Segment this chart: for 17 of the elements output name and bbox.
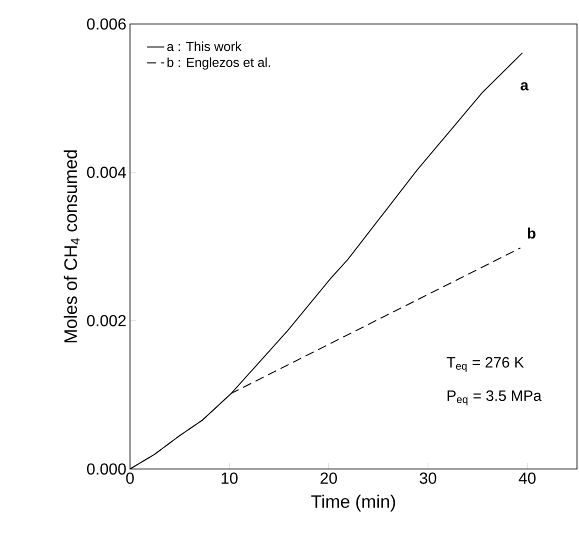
y-tick-label: 0.002: [87, 314, 126, 326]
y-tick-label: 0.000: [87, 463, 126, 475]
x-tick-label: 40: [518, 472, 536, 484]
legend-label: a : This work: [167, 42, 242, 52]
annotation: b: [528, 228, 536, 239]
annotation: a: [520, 82, 529, 90]
legend-label: b : Englezos et al.: [168, 57, 270, 70]
y-tick-label: 0.006: [87, 18, 126, 30]
x-tick-label: 0: [126, 472, 134, 484]
x-axis-title: Time (min): [311, 494, 396, 512]
x-tick-label: 10: [222, 472, 238, 484]
annotation: T$_{eq}$ = 276 K: [446, 357, 524, 372]
y-tick-label: 0.004: [87, 166, 126, 178]
annotation: P$_{eq}$ = 3.5 MPa: [448, 390, 542, 406]
x-tick-label: 20: [320, 472, 337, 484]
y-axis-title: Moles of CH$_{4}$ consumed: [64, 150, 80, 342]
x-tick-label: 30: [420, 472, 436, 484]
